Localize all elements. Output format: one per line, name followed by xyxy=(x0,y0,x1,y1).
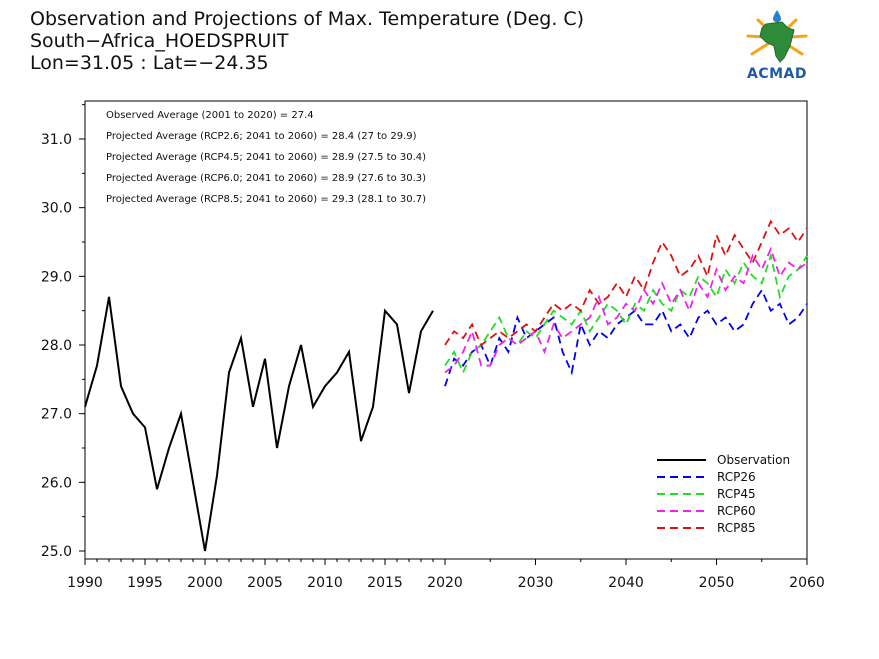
chart-title-block: Observation and Projections of Max. Temp… xyxy=(30,8,584,74)
x-tick-label: 2050 xyxy=(699,575,735,591)
y-tick-label: 30.0 xyxy=(41,201,72,217)
x-tick-label: 2005 xyxy=(247,575,283,591)
x-tick-label: 1990 xyxy=(67,575,103,591)
x-tick-label: 1995 xyxy=(127,575,163,591)
x-tick-label: 2015 xyxy=(367,575,403,591)
series-line-rcp60 xyxy=(444,246,808,374)
series-lines xyxy=(84,219,808,552)
logo-text: ACMAD xyxy=(747,66,807,82)
y-tick-label: 31.0 xyxy=(41,132,72,148)
legend-label: RCP45 xyxy=(717,487,756,501)
x-tick-label: 2010 xyxy=(307,575,343,591)
africa-map-logo-icon xyxy=(746,10,808,63)
legend-label: RCP85 xyxy=(717,521,756,535)
annotation-line: Projected Average (RCP2.6; 2041 to 2060)… xyxy=(106,131,417,142)
chart-title: Observation and Projections of Max. Temp… xyxy=(30,8,585,30)
legend-label: RCP60 xyxy=(717,504,756,518)
y-tick-label: 26.0 xyxy=(41,475,72,491)
acmad-logo: ACMAD xyxy=(736,8,818,84)
x-tick-label: 2020 xyxy=(427,575,463,591)
station-name: South−Africa_HOEDSPRUIT xyxy=(30,30,289,52)
x-tick-label: 2000 xyxy=(187,575,223,591)
annotation-line: Projected Average (RCP6.0; 2041 to 2060)… xyxy=(106,173,426,184)
y-tick-label: 25.0 xyxy=(41,544,72,560)
y-tick-label: 27.0 xyxy=(41,407,72,423)
chart-annotations: Observed Average (2001 to 2020) = 27.4 Pr… xyxy=(106,110,426,205)
annotation-line: Observed Average (2001 to 2020) = 27.4 xyxy=(106,110,314,121)
y-axis: 25.0 26.0 27.0 28.0 29.0 30.0 31.0 xyxy=(41,104,85,560)
legend-label: Observation xyxy=(717,453,790,467)
series-line-rcp85 xyxy=(444,219,808,347)
plot-frame xyxy=(84,100,808,560)
series-line-rcp26 xyxy=(444,288,808,387)
series-line-observation xyxy=(84,296,434,552)
x-tick-label: 2040 xyxy=(608,575,644,591)
legend-label: RCP26 xyxy=(717,470,756,484)
chart-legend: Observation RCP26 RCP45 RCP60 RCP85 xyxy=(657,453,790,535)
x-axis: 1990 1995 2000 2005 2010 2015 2020 2030 2040 2050… xyxy=(67,559,825,591)
station-coordinates: Lon=31.05 : Lat=−24.35 xyxy=(30,52,269,74)
y-tick-label: 29.0 xyxy=(41,269,72,285)
y-tick-label: 28.0 xyxy=(41,338,72,354)
annotation-line: Projected Average (RCP4.5; 2041 to 2060)… xyxy=(106,152,426,163)
x-tick-label: 2060 xyxy=(789,575,825,591)
series-line-rcp45 xyxy=(444,252,808,375)
x-tick-label: 2030 xyxy=(518,575,554,591)
annotation-line: Projected Average (RCP8.5; 2041 to 2060)… xyxy=(106,194,426,205)
